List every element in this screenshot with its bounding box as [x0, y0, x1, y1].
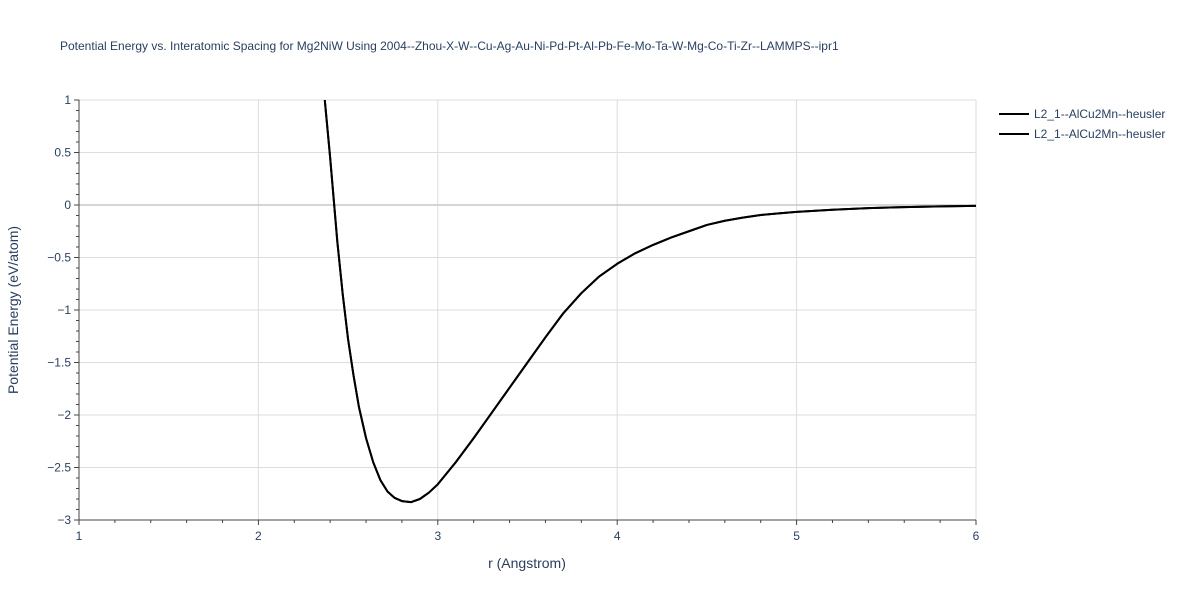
legend-item-2[interactable]: L2_1--AlCu2Mn--heusler — [999, 127, 1165, 141]
series-line-1 — [323, 100, 976, 504]
x-axis-title: r (Angstrom) — [488, 555, 566, 571]
y-tick-label: −3 — [57, 513, 71, 527]
y-tick-label: −2.5 — [47, 461, 71, 475]
y-axis-title: Potential Energy (eV/atom) — [5, 226, 21, 394]
y-tick-label: −2 — [57, 408, 71, 422]
y-tick-label: −1 — [57, 303, 71, 317]
grid — [79, 99, 977, 520]
y-tick-label: −0.5 — [47, 251, 71, 265]
x-tick-label: 6 — [973, 529, 980, 543]
ticks: 1 2 3 4 5 6 1 0.5 0 −0.5 −1 −1.5 −2 −2.5 −3 — [47, 93, 979, 543]
x-tick-label: 1 — [76, 529, 83, 543]
y-tick-label: 1 — [64, 93, 71, 107]
legend[interactable]: L2_1--AlCu2Mn--heusler L2_1--AlCu2Mn--heu… — [999, 107, 1165, 141]
x-tick-label: 2 — [255, 529, 262, 543]
x-tick-label: 5 — [793, 529, 800, 543]
y-tick-label: −1.5 — [47, 356, 71, 370]
chart-title: Potential Energy vs. Interatomic Spacing… — [60, 39, 839, 53]
y-tick-label: 0 — [64, 198, 71, 212]
series-line-2 — [323, 100, 976, 504]
plot-area — [323, 100, 976, 504]
x-tick-label: 4 — [614, 529, 621, 543]
legend-item-1[interactable]: L2_1--AlCu2Mn--heusler — [999, 107, 1165, 121]
legend-label: L2_1--AlCu2Mn--heusler — [1034, 107, 1165, 121]
x-tick-label: 3 — [434, 529, 441, 543]
legend-label: L2_1--AlCu2Mn--heusler — [1034, 127, 1165, 141]
y-tick-label: 0.5 — [54, 146, 71, 160]
